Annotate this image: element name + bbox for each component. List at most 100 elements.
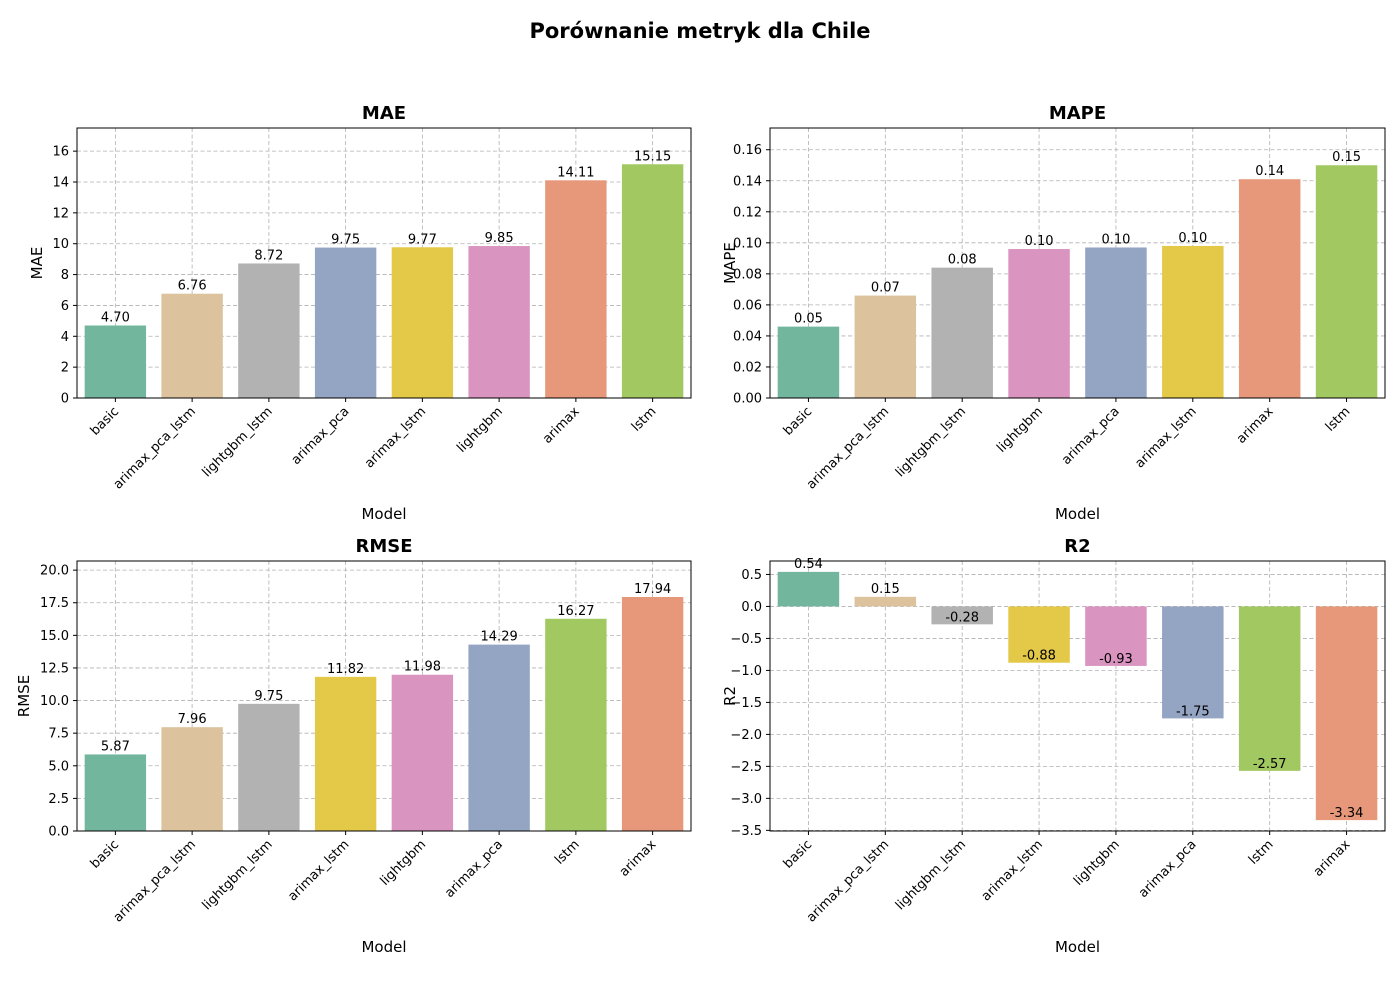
- chart-3-value-label: -0.93: [1099, 652, 1133, 667]
- chart-1-ytick-label: 0.12: [733, 205, 762, 220]
- chart-0-xtick-label: basic: [88, 404, 122, 438]
- chart-2-xlabel: Model: [361, 938, 406, 956]
- chart-1-xtick-label: lightgbm: [994, 404, 1046, 456]
- chart-3-xtick-label: arimax: [1311, 837, 1354, 880]
- chart-3-title: R2: [1064, 536, 1090, 557]
- chart-1-bar: [1162, 245, 1224, 398]
- chart-2-ylabel: RMSE: [15, 675, 33, 717]
- chart-1-xtick-label: arimax: [1234, 404, 1277, 447]
- chart-1-bar: [931, 267, 993, 398]
- chart-1-xtick-label: arimax_pca: [1059, 404, 1123, 468]
- chart-0-xtick-label: arimax_lstm: [362, 404, 429, 471]
- chart-1-ytick-label: 0.10: [733, 236, 762, 251]
- chart-2-ytick-label: 7.5: [48, 727, 69, 742]
- chart-3-xtick-label: lightgbm: [1071, 837, 1123, 889]
- chart-1-value-label: 0.10: [1101, 232, 1130, 247]
- chart-1-value-label: 0.15: [1332, 150, 1361, 165]
- chart-0-title: MAE: [362, 103, 406, 124]
- chart-0-ytick-label: 8: [61, 268, 69, 283]
- chart-3-value-label: -3.34: [1330, 806, 1364, 821]
- chart-0-value-label: 8.72: [254, 248, 283, 263]
- chart-0-bar: [621, 164, 684, 398]
- chart-2-bar: [238, 703, 300, 831]
- chart-0-xtick-label: lstm: [629, 404, 660, 435]
- chart-0-ytick-label: 12: [52, 206, 69, 221]
- chart-1-xlabel: Model: [1055, 505, 1100, 523]
- chart-0-ytick-label: 10: [52, 237, 69, 252]
- chart-0-value-label: 6.76: [178, 279, 207, 294]
- chart-0-bar: [161, 293, 223, 398]
- chart-2-bar: [314, 676, 377, 831]
- chart-3-xlabel: Model: [1055, 938, 1100, 956]
- chart-0-ytick-label: 14: [52, 176, 69, 191]
- chart-0-bar: [391, 247, 454, 398]
- chart-0-value-label: 9.77: [408, 232, 437, 247]
- chart-3-bar: [1085, 606, 1147, 666]
- chart-1-ytick-label: 0.06: [733, 298, 762, 313]
- chart-3-value-label: 0.15: [871, 582, 900, 597]
- chart-3-bar: [1162, 606, 1224, 719]
- chart-1-bar: [1085, 247, 1147, 398]
- chart-1-value-label: 0.07: [871, 281, 900, 296]
- chart-0-value-label: 9.75: [331, 233, 360, 248]
- chart-2-title: RMSE: [355, 536, 412, 557]
- chart-0-bar: [545, 180, 607, 398]
- chart-3-bar: [1238, 606, 1301, 771]
- chart-2-ytick-label: 10.0: [40, 694, 69, 709]
- chart-2-value-label: 14.29: [481, 630, 518, 645]
- chart-0-axes-frame: [76, 127, 692, 399]
- chart-3-ylabel: R2: [721, 686, 739, 706]
- chart-3-bar: [1315, 606, 1378, 821]
- chart-0-ytick-label: 2: [61, 361, 69, 376]
- chart-1-ytick-label: 0.14: [733, 174, 762, 189]
- chart-2-value-label: 17.94: [634, 582, 671, 597]
- chart-3-ytick-label: 0.5: [741, 568, 762, 583]
- chart-2-ytick-label: 5.0: [48, 759, 69, 774]
- chart-3-bar: [1008, 606, 1070, 663]
- chart-2-bar: [621, 597, 684, 831]
- chart-1-xtick-label: lstm: [1323, 404, 1354, 435]
- chart-2-value-label: 9.75: [254, 689, 283, 704]
- chart-3-value-label: -0.28: [945, 610, 979, 625]
- chart-2-panel: RMSE 0.0 2.5 5.0 7.5 10.0 12.5 15.0 17.5 20.0 basi…: [15, 536, 692, 956]
- chart-3-ytick-label: 0.0: [741, 600, 762, 615]
- chart-3-ytick-label: −3.0: [730, 792, 762, 807]
- chart-3-ytick-label: −2.5: [730, 760, 762, 775]
- chart-1-ytick-label: 0.08: [733, 267, 762, 282]
- chart-2-bar: [545, 618, 607, 831]
- chart-2-ytick-label: 15.0: [40, 629, 69, 644]
- chart-3-xtick-label: lstm: [1246, 837, 1277, 868]
- chart-3-bar: [931, 606, 993, 625]
- chart-0-xtick-label: arimax: [540, 404, 583, 447]
- chart-3-bar: [854, 596, 917, 607]
- chart-2-xtick-label: lightgbm: [378, 837, 430, 889]
- chart-1-value-label: 0.08: [948, 253, 977, 268]
- chart-2-bar: [84, 754, 147, 831]
- chart-0-value-label: 14.11: [557, 165, 594, 180]
- chart-2-axes-frame: [76, 560, 692, 832]
- chart-1-value-label: 0.10: [1025, 234, 1054, 249]
- chart-0-ytick-label: 6: [61, 299, 69, 314]
- chart-2-value-label: 11.82: [327, 662, 364, 677]
- chart-1-xtick-label: lightgbm_lstm: [893, 404, 969, 480]
- chart-0-bar: [468, 246, 530, 398]
- chart-0-ylabel: MAE: [28, 247, 46, 280]
- chart-1-panel: MAPE 0.00 0.02 0.04 0.06 0.08 0.10 0.12 0.14 0.16…: [721, 103, 1386, 523]
- chart-2-xtick-label: lightgbm_lstm: [200, 837, 276, 913]
- chart-2-value-label: 11.98: [404, 660, 441, 675]
- chart-0-bar: [314, 247, 377, 398]
- chart-0-value-label: 15.15: [634, 149, 671, 164]
- chart-3-ytick-label: −1.5: [730, 696, 762, 711]
- chart-1-value-label: 0.05: [794, 312, 823, 327]
- chart-1-bar: [1008, 249, 1070, 398]
- chart-1-xtick-label: arimax_lstm: [1133, 404, 1200, 471]
- chart-0-ytick-label: 4: [61, 330, 69, 345]
- chart-3-axes-frame: [769, 560, 1386, 832]
- chart-3-value-label: 0.54: [794, 557, 823, 572]
- chart-1-xtick-label: basic: [781, 404, 815, 438]
- chart-1-xtick-label: arimax_pca_lstm: [804, 404, 892, 492]
- chart-1-ytick-label: 0.16: [733, 143, 762, 158]
